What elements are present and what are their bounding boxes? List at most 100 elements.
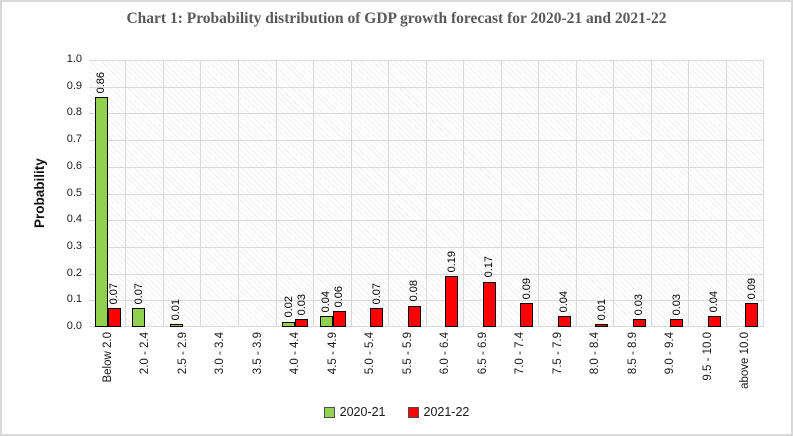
gridline-horizontal — [89, 86, 764, 88]
legend: 2020-21 2021-22 — [2, 405, 791, 419]
x-tick-cell: 2.5 - 2.9 — [164, 332, 202, 404]
bar-value-label: 0.04 — [558, 290, 571, 313]
legend-label-2020-21: 2020-21 — [339, 405, 386, 419]
bar-columns: 0.86 0.07 0.07 0.01 0.02 0.03 0.04 0.06 0.07 0.08… — [89, 60, 764, 327]
bar-value-label: 0.07 — [370, 282, 383, 305]
category-column: 0.17 — [464, 60, 502, 327]
x-tick-label: 8.0 - 8.4 — [589, 332, 602, 375]
x-tick-label: 2.0 - 2.4 — [139, 332, 152, 375]
x-tick-label: 7.5 - 7.9 — [551, 332, 564, 375]
gridline-vertical — [763, 60, 764, 327]
x-tick-cell: 3.5 - 3.9 — [239, 332, 277, 404]
category-column — [239, 60, 277, 327]
bar-2020-21 — [282, 321, 296, 327]
gridline-horizontal — [89, 113, 764, 115]
category-column: 0.03 — [652, 60, 690, 327]
bar-2021-22 — [520, 302, 534, 327]
bar-2021-22 — [557, 316, 571, 327]
category-column: 0.03 — [614, 60, 652, 327]
gridline-horizontal — [89, 193, 764, 195]
legend-swatch-2021-22-icon — [407, 406, 419, 418]
y-tick-label: 0.5 — [66, 186, 82, 199]
bar-2021-22 — [595, 324, 609, 327]
x-tick-label: 8.5 - 8.9 — [626, 332, 639, 375]
bar-value-label: 0.19 — [445, 250, 458, 273]
x-tick-cell: 6.5 - 6.9 — [464, 332, 502, 404]
y-tick-label: 0.9 — [66, 79, 82, 92]
gridline-vertical — [725, 60, 727, 327]
gridline-horizontal — [89, 140, 764, 142]
bar-2021-22 — [670, 319, 684, 327]
y-tick-label: 0.4 — [66, 213, 82, 226]
x-tick-cell: 7.5 - 7.9 — [539, 332, 577, 404]
category-column: 0.02 0.03 — [277, 60, 315, 327]
legend-item-2020-21: 2020-21 — [323, 405, 386, 419]
y-tick-label: 0.6 — [66, 159, 82, 172]
x-tick-cell: above 10.0 — [727, 332, 765, 404]
gridline-vertical — [613, 60, 614, 327]
x-tick-cell: 9.5 - 10.0 — [689, 332, 727, 404]
x-tick-label: 9.5 - 10.0 — [701, 332, 714, 381]
gridline-horizontal — [89, 220, 764, 222]
category-column: 0.04 — [539, 60, 577, 327]
bar-2021-22 — [407, 305, 421, 327]
gridline-horizontal — [89, 300, 764, 302]
plot-area: 0.86 0.07 0.07 0.01 0.02 0.03 0.04 0.06 0.07 0.08… — [89, 60, 764, 327]
x-tick-label: 3.5 - 3.9 — [251, 332, 264, 375]
bar-value-label: 0.07 — [108, 282, 121, 305]
y-tick-label: 0.8 — [66, 106, 82, 119]
gridline-vertical — [200, 60, 202, 327]
x-tick-label: 6.0 - 6.4 — [439, 332, 452, 375]
x-tick-label: 9.0 - 9.4 — [664, 332, 677, 375]
category-column: 0.01 — [577, 60, 615, 327]
bar-2021-22 — [370, 308, 384, 327]
category-column: 0.08 — [389, 60, 427, 327]
x-tick-label: 5.0 - 5.4 — [364, 332, 377, 375]
category-column: 0.19 — [427, 60, 465, 327]
x-tick-label: 2.5 - 2.9 — [176, 332, 189, 375]
bar-value-label: 0.09 — [745, 277, 758, 299]
gridline-vertical — [350, 60, 352, 327]
category-column: 0.07 — [127, 60, 165, 327]
gridline-vertical — [162, 60, 164, 327]
gridline-horizontal — [89, 60, 764, 61]
bar-2020-21 — [169, 324, 183, 327]
y-tick-label: 0.0 — [66, 320, 82, 332]
x-tick-label: above 10.0 — [739, 332, 752, 389]
gridline-horizontal — [89, 273, 764, 275]
category-column: 0.09 — [727, 60, 765, 327]
legend-swatch-2020-21-icon — [323, 406, 335, 418]
bar-value-label: 0.03 — [295, 293, 308, 315]
x-tick-label: 6.5 - 6.9 — [476, 332, 489, 375]
y-tick-label: 0.7 — [66, 133, 82, 146]
x-tick-label: Below 2.0 — [101, 332, 114, 383]
x-tick-cell: 2.0 - 2.4 — [127, 332, 165, 404]
category-column: 0.09 — [502, 60, 540, 327]
x-tick-label: 4.5 - 4.9 — [326, 332, 339, 375]
gridline-vertical — [463, 60, 464, 327]
bar-2021-22 — [745, 302, 759, 327]
gridline-vertical — [650, 60, 652, 327]
bar-value-label: 0.03 — [633, 293, 646, 315]
x-tick-cell: 8.0 - 8.4 — [577, 332, 615, 404]
bar-value-label: 0.02 — [282, 296, 295, 318]
gridline-horizontal — [89, 326, 764, 327]
category-column: 0.07 — [352, 60, 390, 327]
y-axis-ticks: 1.0 0.9 0.8 0.7 0.6 0.5 0.4 0.3 0.2 0.1 0.0 — [2, 53, 82, 332]
bar-value-label: 0.04 — [708, 290, 721, 313]
bar-value-label: 0.07 — [132, 282, 145, 305]
bar-value-label: 0.86 — [95, 71, 108, 94]
gridline-vertical — [237, 60, 239, 327]
gridline-vertical — [537, 60, 539, 327]
y-tick-label: 0.1 — [66, 293, 82, 306]
gridline-vertical — [500, 60, 502, 327]
bar-value-label: 0.08 — [408, 280, 421, 302]
y-tick-label: 1.0 — [66, 53, 82, 65]
bar-2021-22 — [445, 276, 459, 327]
gridline-vertical — [275, 60, 277, 327]
legend-item-2021-22: 2021-22 — [407, 405, 469, 419]
gridline-vertical — [125, 60, 127, 327]
gridline-vertical — [687, 60, 689, 327]
x-tick-label: 4.0 - 4.4 — [289, 332, 302, 375]
gridline-vertical — [575, 60, 577, 327]
